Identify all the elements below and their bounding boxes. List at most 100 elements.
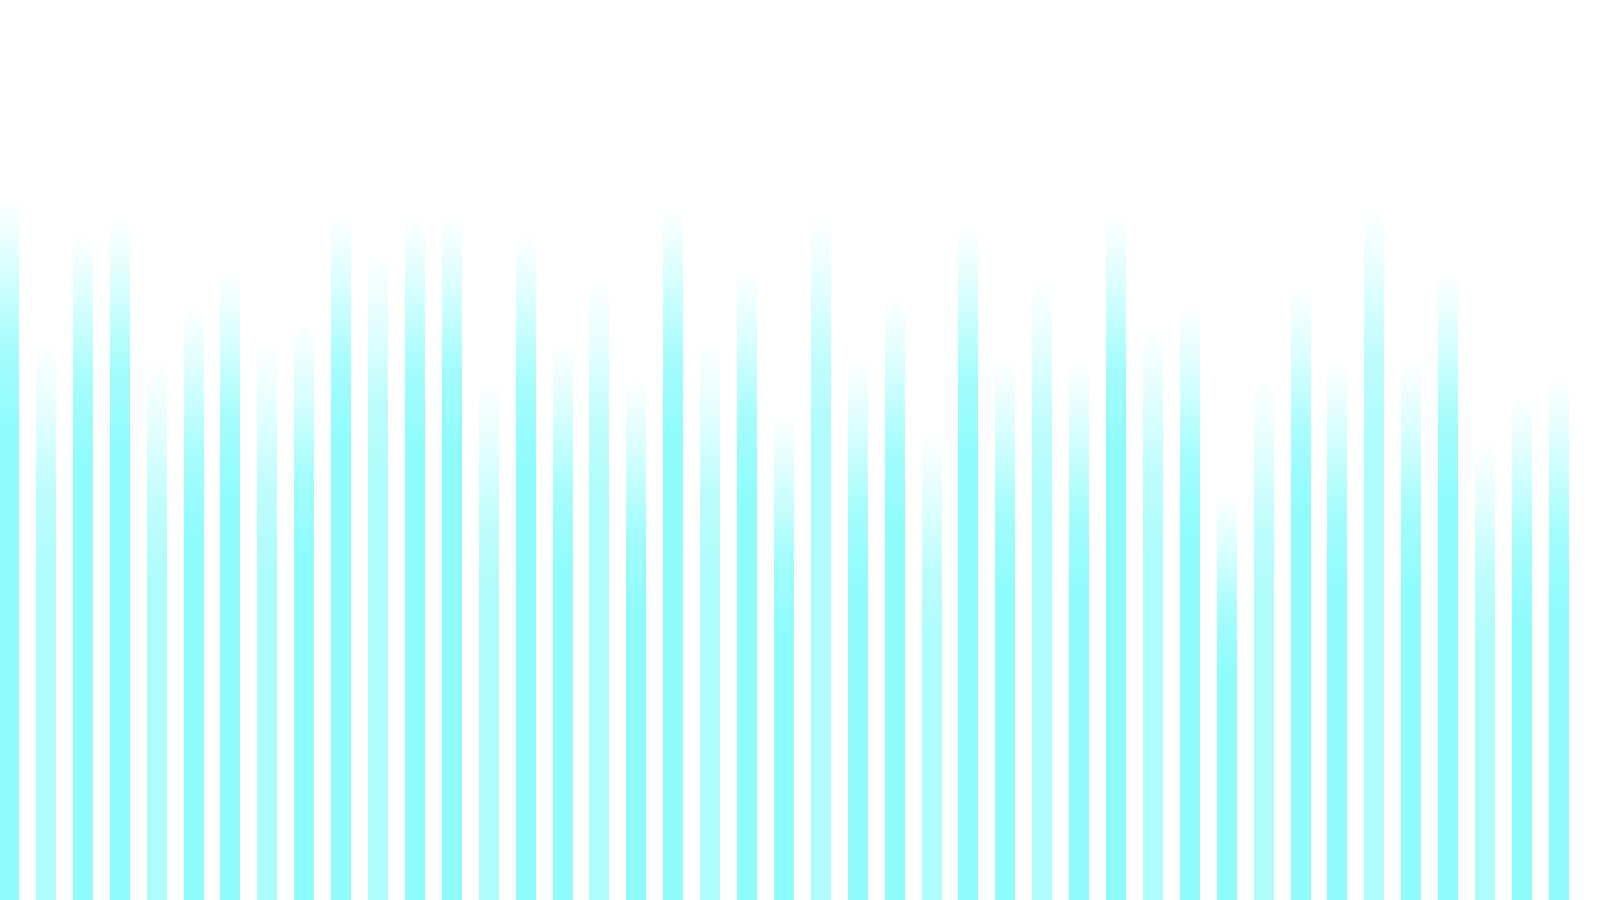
visualizer-bar-solid [589, 509, 609, 900]
visualizer-bar [147, 360, 167, 900]
visualizer-bar [1069, 360, 1089, 900]
visualizer-bar-solid [1069, 590, 1089, 900]
visualizer-bar-fade [1291, 288, 1311, 518]
visualizer-bar-solid [1291, 518, 1311, 900]
visualizer-bar [700, 342, 720, 900]
visualizer-bar [220, 270, 240, 900]
visualizer-bar [885, 297, 905, 900]
visualizer-bar [589, 279, 609, 900]
visualizer-bar [1512, 396, 1532, 900]
visualizer-bar-solid [626, 608, 646, 900]
visualizer-bar [516, 234, 536, 900]
visualizer-bar [1364, 207, 1384, 900]
visualizer-bar [1401, 360, 1421, 900]
visualizer-bar-fade [1327, 360, 1347, 590]
visualizer-bar-solid [368, 482, 388, 900]
visualizer-bar [405, 216, 425, 900]
visualizer-bar [1180, 306, 1200, 900]
visualizer-bar-fade [589, 279, 609, 509]
visualizer-bar-fade [958, 225, 978, 455]
visualizer-bar-fade [405, 216, 425, 446]
visualizer-bar [257, 342, 277, 900]
visualizer-bar-fade [368, 252, 388, 482]
visualizer-bar [1032, 279, 1052, 900]
visualizer-bar [294, 324, 314, 900]
visualizer-bar [110, 216, 130, 900]
visualizer-bar-fade [848, 360, 868, 590]
visualizer-bar-fade [110, 216, 130, 446]
visualizer-bar-fade [294, 324, 314, 554]
visualizer-bar-fade [1512, 396, 1532, 623]
visualizer-bar-fade [331, 216, 351, 446]
visualizer-bar-solid [1364, 437, 1384, 900]
visualizer-bar-solid [1327, 590, 1347, 900]
visualizer-bar [663, 207, 683, 900]
visualizer-bar-solid [737, 500, 757, 900]
visualizer-bar-solid [1106, 446, 1126, 900]
visualizer-bar-fade [995, 360, 1015, 590]
visualizer-bar [1291, 288, 1311, 900]
visualizer-bar-fade [1180, 306, 1200, 536]
visualizer-bar-solid [1512, 622, 1532, 900]
visualizer-bar-fade [0, 198, 19, 428]
visualizer-bar-fade [1254, 378, 1274, 608]
visualizer-bar-solid [1180, 536, 1200, 900]
visualizer-bar-solid [885, 527, 905, 900]
visualizer-bar-solid [958, 455, 978, 900]
visualizer-bar-solid [516, 464, 536, 900]
visualizer-bar-solid [1438, 500, 1458, 900]
visualizer-bar-solid [663, 437, 683, 900]
visualizer-bar-solid [811, 446, 831, 900]
visualizer-bar-fade [811, 216, 831, 446]
visualizer-bar-fade [922, 432, 942, 643]
visualizer-bar-fade [553, 342, 573, 572]
visualizer-bar-fade [1401, 360, 1421, 590]
visualizer-bar [0, 198, 19, 900]
visualizer-bar [1438, 270, 1458, 900]
visualizer-bar-fade [1217, 495, 1237, 678]
visualizer-bar-solid [774, 632, 794, 900]
visualizer-bar-fade [147, 360, 167, 590]
visualizer-bar-fade [220, 270, 240, 500]
visualizer-bar-solid [73, 464, 93, 900]
visualizer-bar-solid [995, 590, 1015, 900]
visualizer-bar-fade [1549, 378, 1569, 608]
visualizer-bar [774, 414, 794, 900]
visualizer-bar [1549, 378, 1569, 900]
visualizer-bar-fade [1364, 207, 1384, 437]
visualizer-bar-solid [1401, 590, 1421, 900]
visualizer-bar-solid [479, 608, 499, 900]
visualizer-bar-solid [220, 500, 240, 900]
visualizer-bar-solid [1475, 647, 1495, 900]
visualizer-bar [958, 225, 978, 900]
visualizer-bar [184, 306, 204, 900]
visualizer-bar-solid [147, 590, 167, 900]
visualizer-bar-fade [36, 342, 56, 572]
visualizer-bar-fade [1069, 360, 1089, 590]
visualizer-bar-solid [405, 446, 425, 900]
visualizer-bar-fade [479, 378, 499, 608]
visualizer-bar-solid [700, 572, 720, 900]
visualizer-bar-solid [331, 446, 351, 900]
visualizer-bar [811, 216, 831, 900]
visualizer-bar [73, 234, 93, 900]
visualizer-bar [1217, 495, 1237, 900]
visualizer-bar-fade [774, 414, 794, 633]
visualizer-bar-solid [848, 590, 868, 900]
visualizer-bar [848, 360, 868, 900]
visualizer-bar [331, 216, 351, 900]
visualizer-bar-solid [257, 572, 277, 900]
visualizer-bar-solid [442, 446, 462, 900]
visualizer-bar [995, 360, 1015, 900]
visualizer-bar [626, 378, 646, 900]
visualizer-bar-fade [1475, 441, 1495, 648]
visualizer-bar-solid [294, 554, 314, 900]
visualizer-bar-fade [442, 216, 462, 446]
visualizer-bar-solid [1254, 608, 1274, 900]
visualizer-bar [368, 252, 388, 900]
visualizer-bar-solid [1032, 509, 1052, 900]
visualizer-bar [36, 342, 56, 900]
visualizer-bar-fade [1438, 270, 1458, 500]
visualizer-bar [479, 378, 499, 900]
